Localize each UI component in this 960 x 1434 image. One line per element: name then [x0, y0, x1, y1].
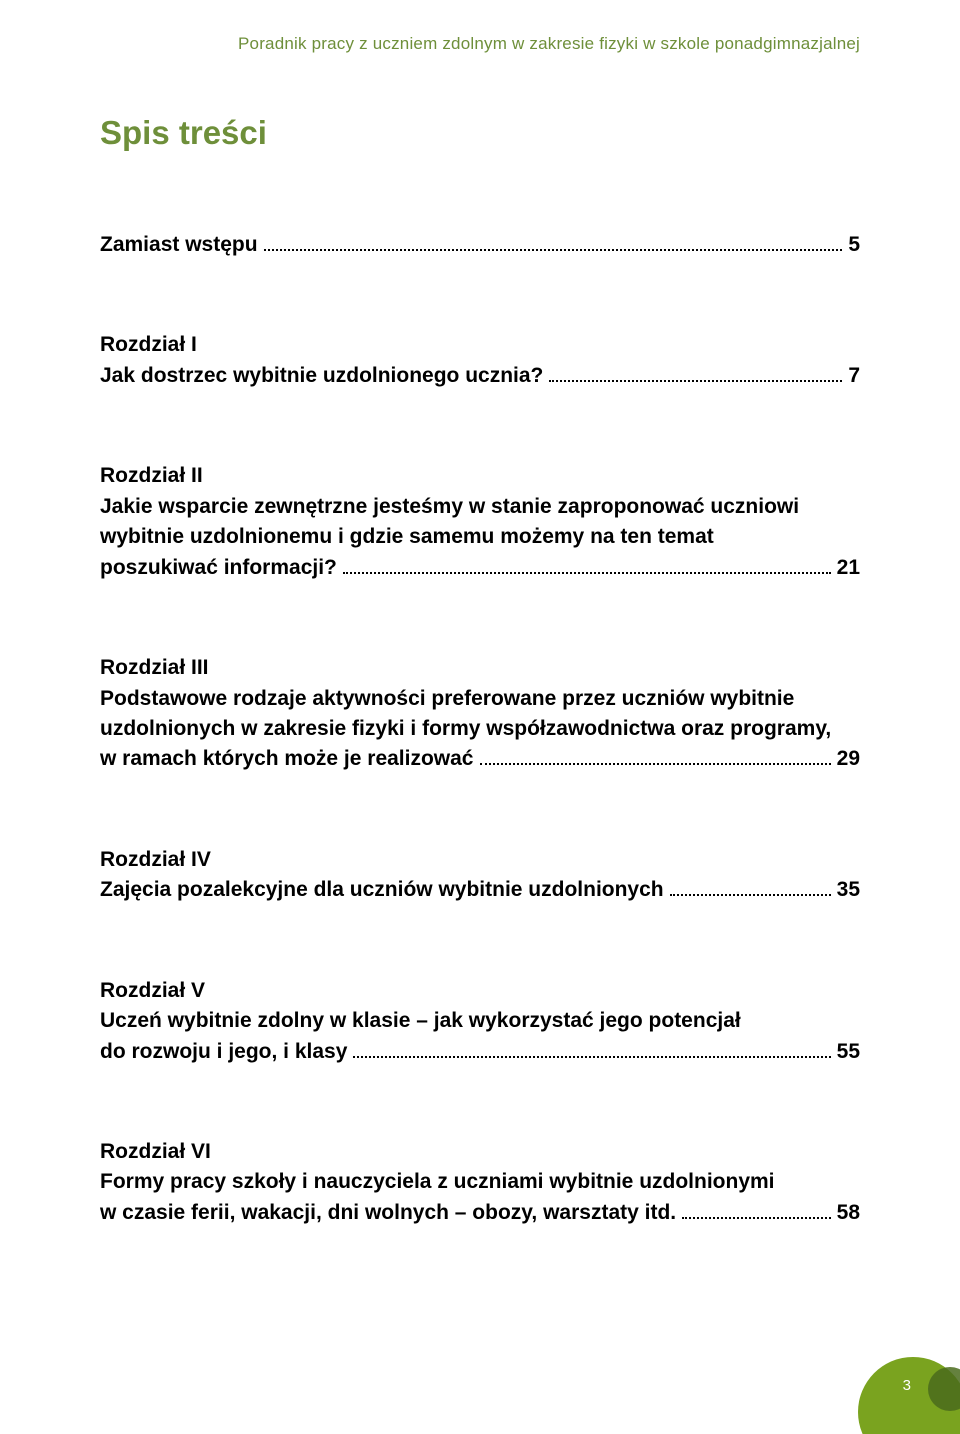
toc-leader-dots [682, 1217, 831, 1219]
toc-description-line: wybitnie uzdolnionemu i gdzie samemu moż… [100, 522, 860, 552]
toc-description-line: Podstawowe rodzaje aktywności preferowan… [100, 684, 860, 714]
toc-entry-title: do rozwoju i jego, i klasy [100, 1037, 347, 1067]
toc-page-number: 29 [837, 747, 860, 771]
toc-leader-dots [264, 249, 843, 251]
toc-entry: Rozdział VUczeń wybitnie zdolny w klasie… [100, 976, 860, 1067]
toc-row: do rozwoju i jego, i klasy 55 [100, 1037, 860, 1067]
toc-page-number: 55 [837, 1040, 860, 1064]
toc-entry: Rozdział IVZajęcia pozalekcyjne dla uczn… [100, 845, 860, 906]
toc-leader-dots [670, 894, 831, 896]
toc-page-number: 21 [837, 556, 860, 580]
toc-leader-dots [353, 1056, 830, 1058]
toc-chapter: Rozdział II [100, 461, 860, 491]
toc-page-number: 35 [837, 878, 860, 902]
toc-page-number: 58 [837, 1201, 860, 1225]
toc-chapter: Rozdział I [100, 330, 860, 360]
toc-row: Zajęcia pozalekcyjne dla uczniów wybitni… [100, 875, 860, 905]
toc-description-line: Formy pracy szkoły i nauczyciela z uczni… [100, 1167, 860, 1197]
toc-description-line: uzdolnionych w zakresie fizyki i formy w… [100, 714, 860, 744]
toc-leader-dots [549, 380, 842, 382]
toc-chapter: Rozdział VI [100, 1137, 860, 1167]
toc-entry-title: Zajęcia pozalekcyjne dla uczniów wybitni… [100, 875, 664, 905]
toc-description-line: Jakie wsparcie zewnętrzne jesteśmy w sta… [100, 492, 860, 522]
toc-entry-title: w ramach których może je realizować [100, 744, 474, 774]
toc-leader-dots [343, 572, 831, 574]
toc-row: poszukiwać informacji? 21 [100, 553, 860, 583]
toc-row: Zamiast wstępu 5 [100, 230, 860, 260]
page-number: 3 [903, 1377, 911, 1394]
toc-chapter: Rozdział IV [100, 845, 860, 875]
toc-entry: Rozdział IIIPodstawowe rodzaje aktywnośc… [100, 653, 860, 775]
corner-decoration-icon [820, 1294, 960, 1434]
toc-entry-title: w czasie ferii, wakacji, dni wolnych – o… [100, 1198, 676, 1228]
toc-row: Jak dostrzec wybitnie uzdolnionego uczni… [100, 361, 860, 391]
toc-row: w czasie ferii, wakacji, dni wolnych – o… [100, 1198, 860, 1228]
toc-description-line: Uczeń wybitnie zdolny w klasie – jak wyk… [100, 1006, 860, 1036]
toc-entry-title: Jak dostrzec wybitnie uzdolnionego uczni… [100, 361, 543, 391]
toc-entry: Zamiast wstępu 5 [100, 230, 860, 260]
toc-page-number: 5 [848, 233, 860, 257]
toc-list: Zamiast wstępu 5 Rozdział IJak dostrzec wy… [100, 230, 860, 1228]
toc-entry: Rozdział IIJakie wsparcie zewnętrzne jes… [100, 461, 860, 583]
page-container: Poradnik pracy z uczniem zdolnym w zakre… [0, 0, 960, 1434]
toc-row: w ramach których może je realizować 29 [100, 744, 860, 774]
running-header: Poradnik pracy z uczniem zdolnym w zakre… [100, 34, 860, 54]
toc-page-number: 7 [848, 364, 860, 388]
toc-entry: Rozdział VIFormy pracy szkoły i nauczyci… [100, 1137, 860, 1228]
toc-chapter: Rozdział V [100, 976, 860, 1006]
toc-chapter: Rozdział III [100, 653, 860, 683]
toc-entry-title: Zamiast wstępu [100, 230, 258, 260]
toc-leader-dots [480, 763, 831, 765]
toc-entry-title: poszukiwać informacji? [100, 553, 337, 583]
toc-entry: Rozdział IJak dostrzec wybitnie uzdolnio… [100, 330, 860, 391]
toc-title: Spis treści [100, 114, 860, 152]
